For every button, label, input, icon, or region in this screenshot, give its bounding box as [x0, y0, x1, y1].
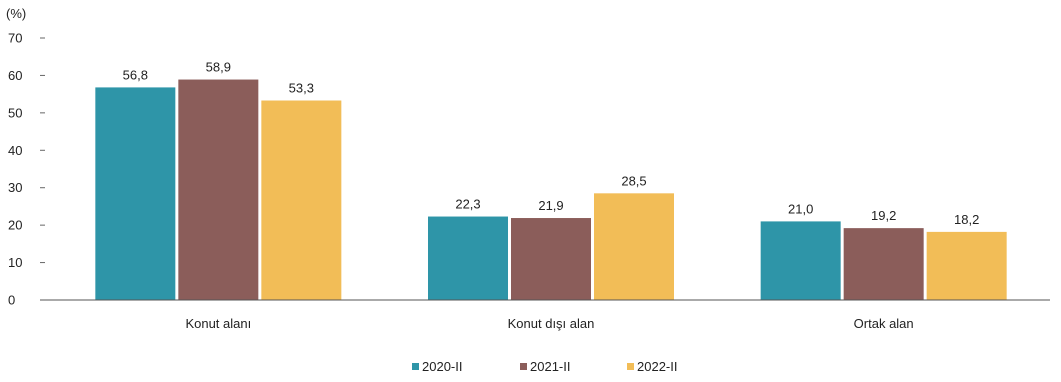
category-label: Ortak alan [854, 316, 914, 331]
bar-2020-II-1 [95, 87, 176, 300]
y-tick-label: 20 [8, 218, 22, 233]
data-labels: 56,8 58,9 53,3 22,3 21,9 28,5 21,0 19,2 18,2 [123, 60, 980, 227]
bars [95, 79, 1007, 301]
data-label: 28,5 [621, 173, 646, 188]
y-tick-label: 10 [8, 255, 22, 270]
data-label: 21,9 [538, 198, 563, 213]
category-label: Konut dışı alan [508, 316, 595, 331]
bar-2022-II-3 [926, 231, 1007, 300]
data-label: 21,0 [788, 201, 813, 216]
category-labels: Konut alanı Konut dışı alan Ortak alan [185, 316, 913, 331]
legend-swatch-2022-II [627, 363, 634, 370]
data-label: 22,3 [455, 197, 480, 212]
y-tick-label: 50 [8, 105, 22, 120]
y-axis-unit-label: (%) [6, 6, 26, 21]
data-label: 19,2 [871, 208, 896, 223]
legend-swatch-2021-II [520, 363, 527, 370]
y-tick-label: 70 [8, 31, 22, 46]
legend-label: 2022-II [637, 359, 677, 374]
category-label: Konut alanı [185, 316, 251, 331]
legend-swatch-2020-II [412, 363, 419, 370]
data-label: 58,9 [206, 60, 231, 75]
y-tick-label: 30 [8, 180, 22, 195]
bar-2021-II-3 [843, 228, 924, 300]
bar-2022-II-1 [261, 100, 342, 301]
y-tick-label: 0 [8, 293, 15, 308]
bar-2020-II-3 [760, 221, 841, 300]
bar-2021-II-2 [511, 218, 591, 300]
legend: 2020-II 2021-II 2022-II [412, 359, 677, 374]
y-axis-ticks: 0 10 20 30 40 50 60 70 [8, 31, 45, 308]
legend-label: 2021-II [530, 359, 570, 374]
bar-2022-II-2 [594, 193, 674, 300]
data-label: 18,2 [954, 212, 979, 227]
bar-2020-II-2 [428, 216, 508, 300]
y-tick-label: 40 [8, 143, 22, 158]
data-label: 56,8 [123, 67, 148, 82]
data-label: 53,3 [289, 81, 314, 96]
legend-label: 2020-II [422, 359, 462, 374]
y-tick-label: 60 [8, 68, 22, 83]
bar-2021-II-1 [178, 79, 259, 300]
